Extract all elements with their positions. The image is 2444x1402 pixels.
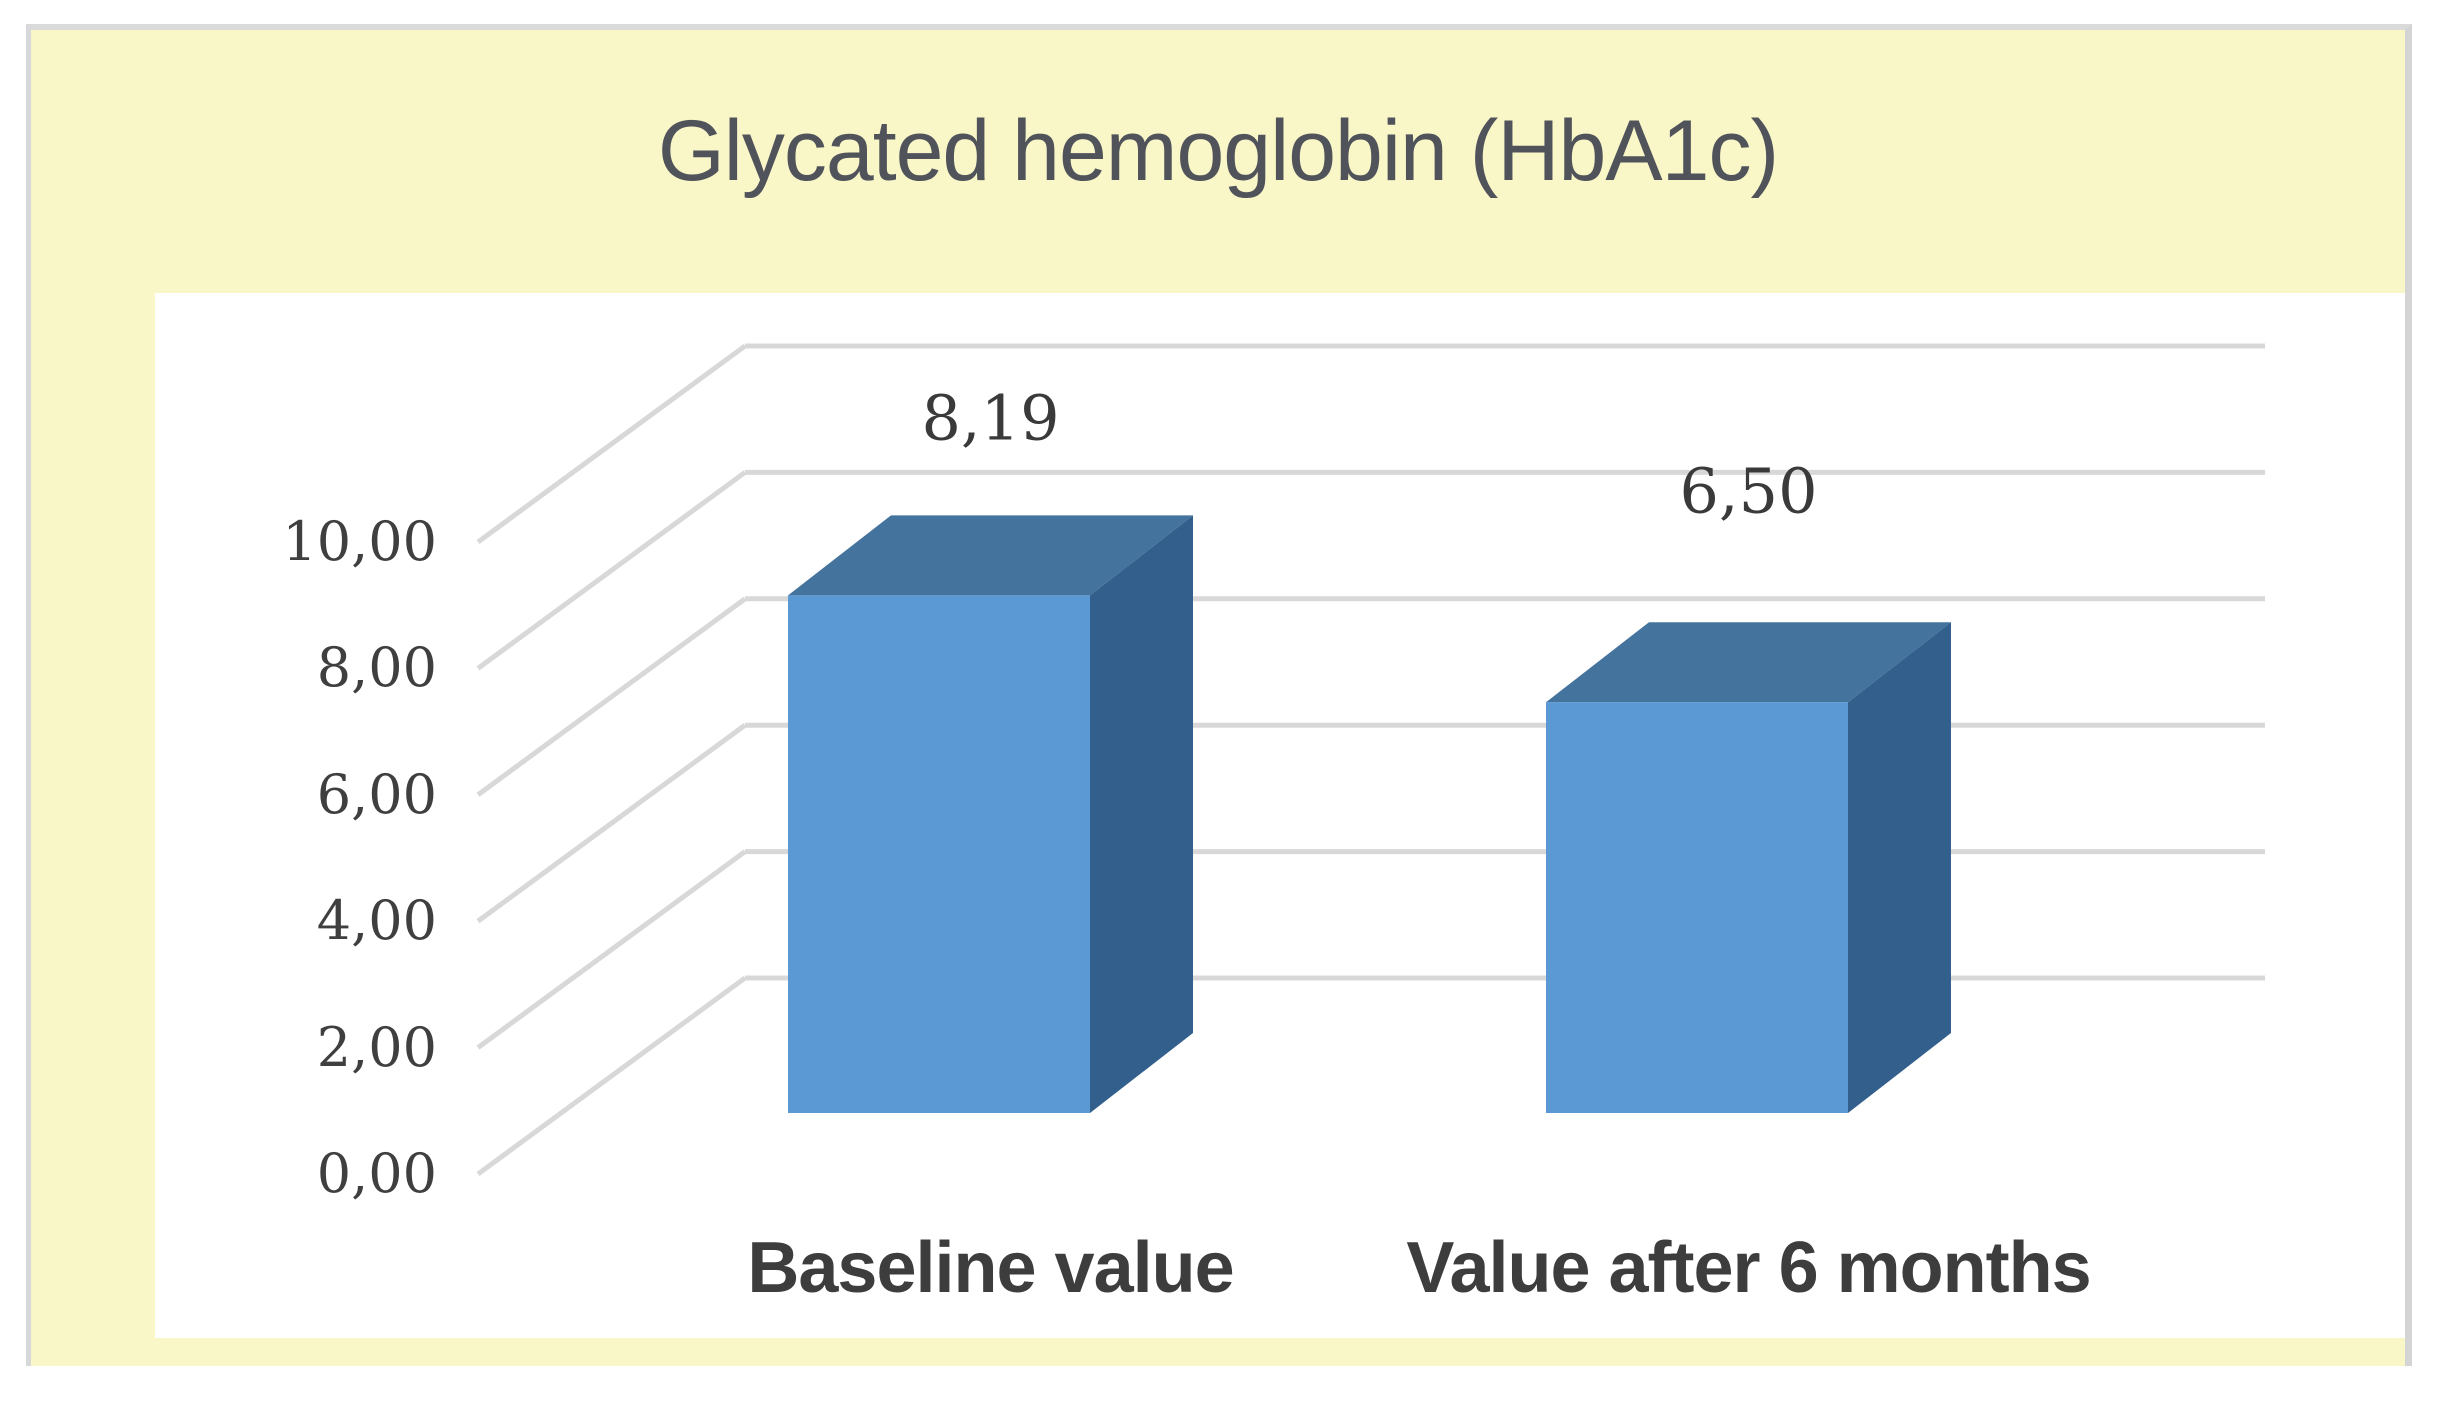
gridline-diagonal <box>476 723 747 924</box>
y-axis-tick-label: 4,00 <box>316 889 437 953</box>
bar-side-face-baseline-value <box>1090 515 1193 1113</box>
y-axis-tick-label: 2,00 <box>316 1015 437 1079</box>
y-axis-tick-label: 8,00 <box>316 636 437 700</box>
chart-title: Glycated hemoglobin (HbA1c) <box>657 103 1779 199</box>
category-label-value-after-6-months: Value after 6 months <box>1406 1228 2091 1308</box>
plot-area <box>155 293 2405 1338</box>
data-label-value-after-6-months: 6,50 <box>1679 454 1818 528</box>
y-axis-tick-label: 0,00 <box>316 1142 437 1205</box>
gridline-diagonal <box>476 343 747 545</box>
bar-top-face-value-after-6-months <box>1546 622 1951 703</box>
y-axis-tick-label: 6,00 <box>316 762 437 826</box>
data-label-baseline-value: 8,19 <box>921 381 1060 455</box>
gridline-diagonal <box>476 849 747 1050</box>
gridline-diagonal <box>476 470 747 671</box>
bar-top-face-baseline-value <box>788 515 1193 596</box>
gridline-diagonal <box>476 596 747 797</box>
gridline-diagonal <box>476 975 747 1177</box>
bar-front-face-value-after-6-months <box>1546 702 1848 1113</box>
bar-front-face-baseline-value <box>788 595 1090 1113</box>
bar-side-face-value-after-6-months <box>1848 622 1951 1113</box>
category-label-baseline-value: Baseline value <box>747 1228 1234 1308</box>
y-axis-tick-label: 10,00 <box>282 510 437 573</box>
